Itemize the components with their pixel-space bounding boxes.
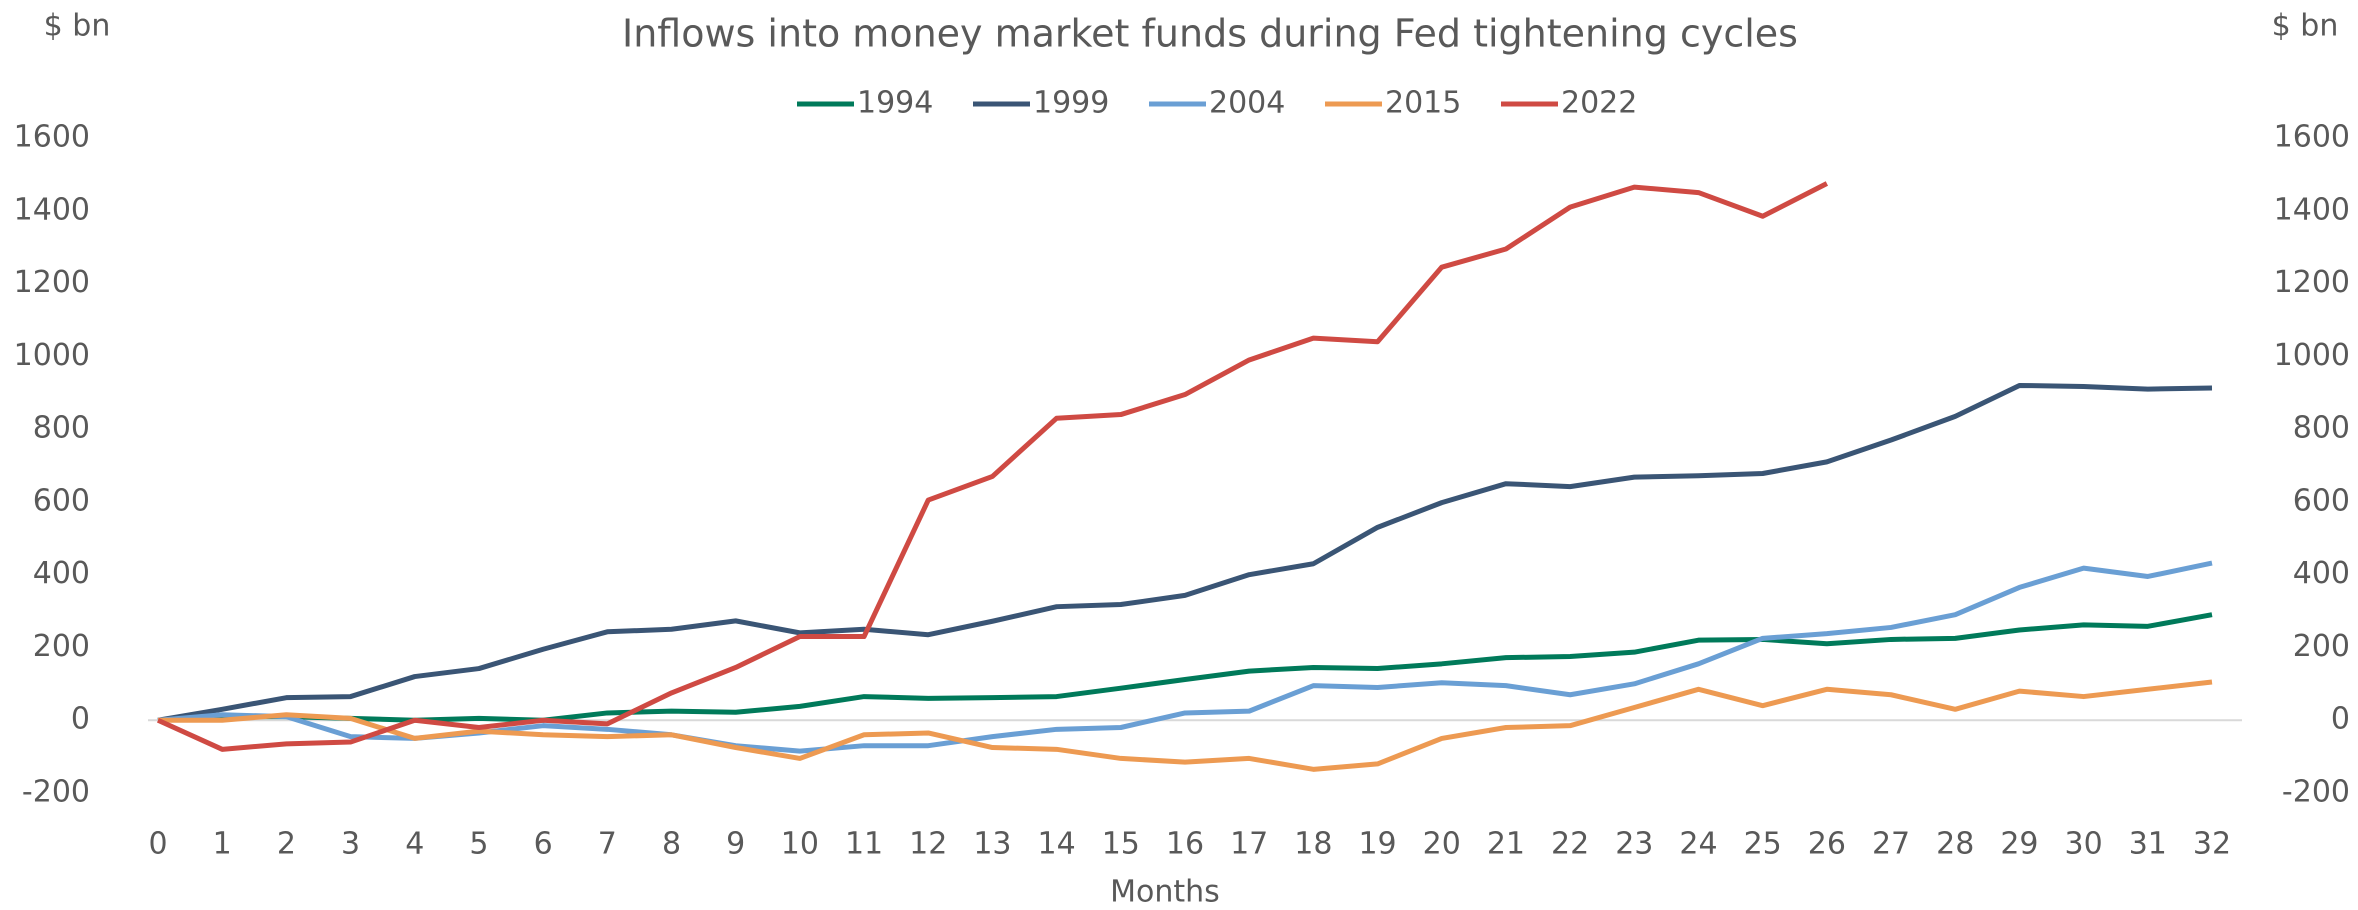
y2-tick-label: -200 (2282, 775, 2350, 810)
y2-tick-label: 400 (2293, 556, 2350, 591)
y2-tick-label: 1000 (2274, 338, 2350, 373)
x-tick-label: 8 (662, 827, 681, 862)
x-tick-label: 32 (2193, 827, 2231, 862)
legend-label: 2022 (1561, 86, 1637, 121)
legend-label: 2004 (1209, 86, 1285, 121)
series-line (157, 382, 2213, 723)
y2-tick-label: 200 (2293, 629, 2350, 664)
y2-tick-label: 800 (2293, 411, 2350, 446)
x-tick-label: 0 (148, 827, 167, 862)
x-tick-label: 17 (1230, 827, 1268, 862)
x-tick-label: 18 (1294, 827, 1332, 862)
x-tick-label: 1 (213, 827, 232, 862)
y-tick-label: 600 (33, 483, 90, 518)
y2-tick-label: 0 (2331, 702, 2350, 737)
series-line (158, 679, 2213, 772)
x-tick-label: 20 (1423, 827, 1461, 862)
x-tick-label: 10 (781, 827, 819, 862)
x-tick-label: 22 (1551, 827, 1589, 862)
x-tick-label: 11 (845, 827, 883, 862)
x-tick-label: 30 (2065, 827, 2103, 862)
x-tick-label: 9 (726, 827, 745, 862)
y2-tick-label: 600 (2293, 483, 2350, 518)
series-line (156, 181, 1829, 752)
legend-label: 2015 (1385, 86, 1461, 121)
y-tick-label: -200 (22, 775, 90, 810)
x-tick-label: 19 (1358, 827, 1396, 862)
x-tick-label: 7 (598, 827, 617, 862)
series-line (157, 560, 2213, 754)
x-tick-label: 25 (1744, 827, 1782, 862)
x-tick-label: 27 (1872, 827, 1910, 862)
x-tick-label: 3 (341, 827, 360, 862)
x-tick-label: 31 (2129, 827, 2167, 862)
y-tick-label: 1200 (14, 265, 90, 300)
y-tick-label: 200 (33, 629, 90, 664)
x-tick-label: 12 (909, 827, 947, 862)
x-tick-label: 13 (973, 827, 1011, 862)
y-tick-label: 1600 (14, 120, 90, 155)
legend-label: 1999 (1033, 86, 1109, 121)
y-tick-label: 400 (33, 556, 90, 591)
x-tick-label: 24 (1679, 827, 1717, 862)
y-axis-label: $ bn (44, 9, 111, 44)
series-line (157, 612, 2213, 723)
x-tick-label: 15 (1102, 827, 1140, 862)
y2-tick-label: 1400 (2274, 192, 2350, 227)
y2-tick-label: 1600 (2274, 120, 2350, 155)
y-tick-label: 800 (33, 411, 90, 446)
y2-axis-label: $ bn (2272, 9, 2339, 44)
x-axis-label: Months (1110, 875, 1220, 910)
chart-title: Inflows into money market funds during F… (622, 12, 1798, 56)
x-tick-label: 16 (1166, 827, 1204, 862)
legend-label: 1994 (857, 86, 933, 121)
x-tick-label: 14 (1038, 827, 1076, 862)
y-tick-label: 1400 (14, 192, 90, 227)
x-tick-label: 4 (405, 827, 424, 862)
x-tick-label: 26 (1808, 827, 1846, 862)
x-tick-label: 5 (469, 827, 488, 862)
x-tick-label: 29 (2000, 827, 2038, 862)
x-tick-label: 6 (534, 827, 553, 862)
x-tick-label: 2 (277, 827, 296, 862)
y2-tick-label: 1200 (2274, 265, 2350, 300)
y-tick-label: 0 (71, 702, 90, 737)
x-tick-label: 28 (1936, 827, 1974, 862)
x-tick-label: 21 (1487, 827, 1525, 862)
x-tick-label: 23 (1615, 827, 1653, 862)
y-tick-label: 1000 (14, 338, 90, 373)
